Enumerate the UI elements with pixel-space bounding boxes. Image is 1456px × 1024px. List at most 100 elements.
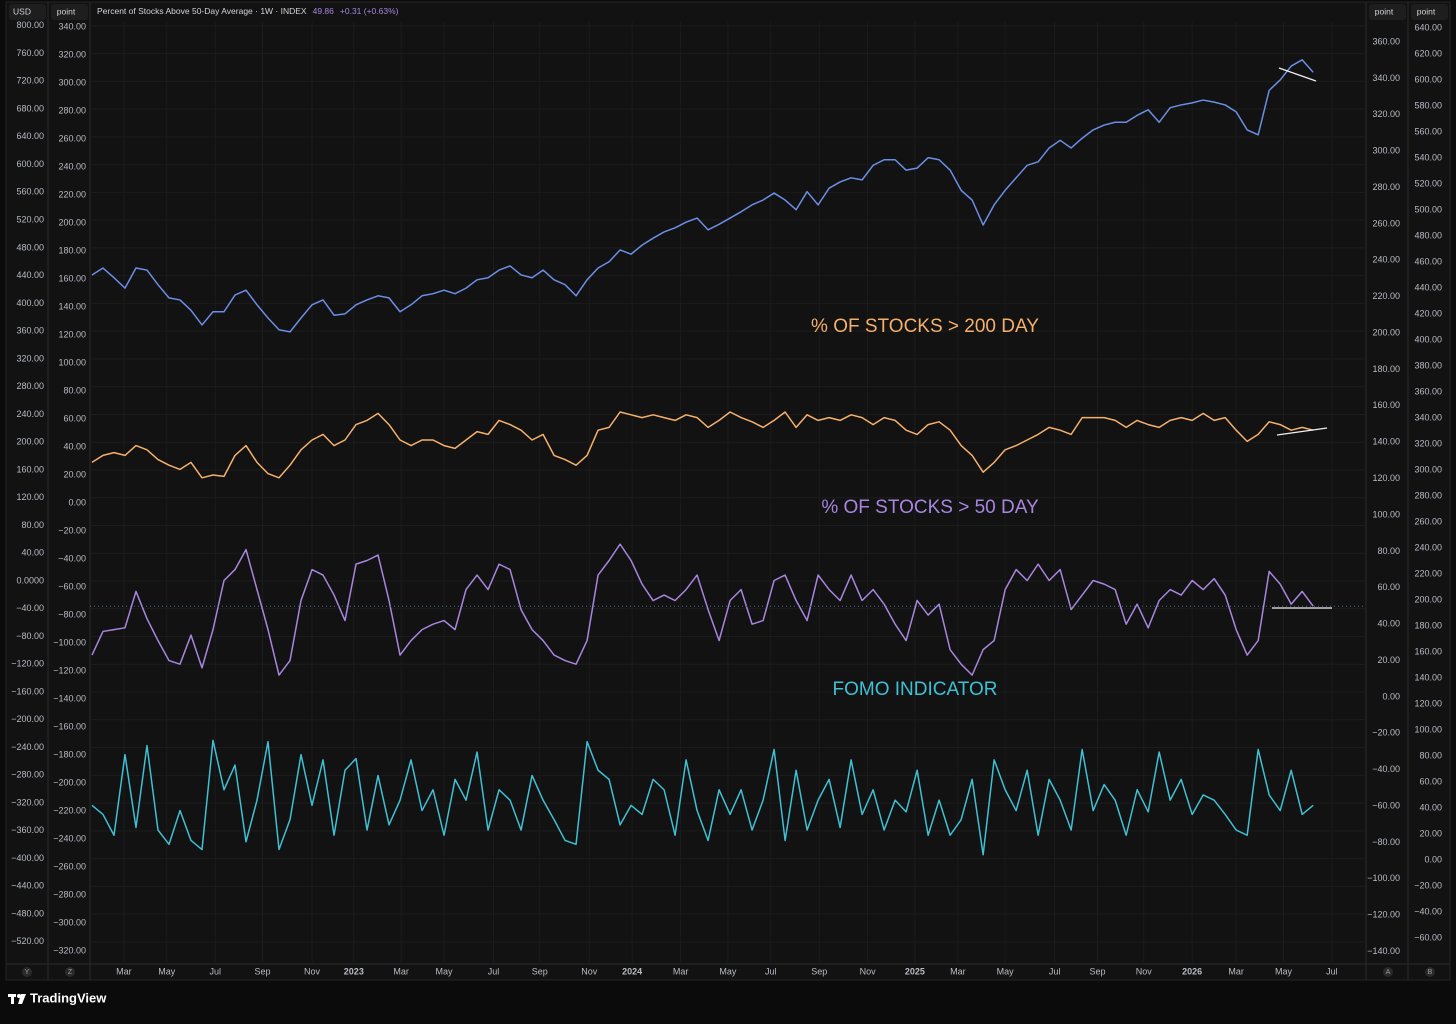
y-tick-label: −60.00 <box>1372 800 1400 810</box>
y-tick-label: −80.00 <box>58 609 86 619</box>
y-tick-label: 260.00 <box>1372 218 1400 228</box>
y-tick-label: −360.00 <box>11 825 44 835</box>
x-tick-label: Mar <box>1228 966 1244 976</box>
y-tick-label: 460.00 <box>1414 256 1442 266</box>
axis-button[interactable] <box>1369 4 1406 20</box>
y-tick-label: 480.00 <box>1414 230 1442 240</box>
x-tick-label: May <box>436 966 454 976</box>
y-tick-label: 160.00 <box>58 273 86 283</box>
y-tick-label: 140.00 <box>1372 437 1400 447</box>
y-tick-label: −100.00 <box>1367 873 1400 883</box>
y-tick-label: 100.00 <box>58 357 86 367</box>
axis-name[interactable]: point <box>57 6 76 16</box>
axis-button[interactable] <box>9 4 46 20</box>
y-tick-label: 140.00 <box>1414 672 1442 682</box>
x-tick-label: Nov <box>860 966 877 976</box>
axis-button[interactable] <box>51 4 88 20</box>
y-tick-label: −60.00 <box>58 581 86 591</box>
x-tick-label: Mar <box>393 966 409 976</box>
y-tick-label: 220.00 <box>1414 568 1442 578</box>
logo-part <box>17 994 21 998</box>
y-tick-label: 600.00 <box>1414 74 1442 84</box>
y-tick-label: −240.00 <box>11 742 44 752</box>
y-tick-label: 640.00 <box>16 131 44 141</box>
y-tick-label: 280.00 <box>1414 490 1442 500</box>
y-tick-label: 40.00 <box>1377 619 1400 629</box>
y-tick-label: 320.00 <box>58 49 86 59</box>
x-tick-label: Nov <box>581 966 598 976</box>
y-tick-label: −20.00 <box>1414 880 1442 890</box>
y-tick-label: 300.00 <box>1372 146 1400 156</box>
y-tick-label: −400.00 <box>11 853 44 863</box>
y-tick-label: −320.00 <box>11 797 44 807</box>
y-tick-label: −240.00 <box>53 833 86 843</box>
y-tick-label: 200.00 <box>58 217 86 227</box>
scale-control[interactable] <box>1383 967 1393 977</box>
y-tick-label: 200.00 <box>1372 327 1400 337</box>
x-tick-label: 2026 <box>1182 966 1202 976</box>
y-tick-label: 400.00 <box>16 298 44 308</box>
x-tick-label: Mar <box>116 966 132 976</box>
axis-name[interactable]: USD <box>13 6 31 16</box>
x-tick-label: May <box>158 966 176 976</box>
y-tick-label: 240.00 <box>1372 255 1400 265</box>
y-tick-label: 120.00 <box>16 492 44 502</box>
y-tick-label: 580.00 <box>1414 100 1442 110</box>
y-tick-label: −40.00 <box>16 603 44 613</box>
scale-control-label[interactable]: Y <box>25 969 30 976</box>
y-tick-label: 40.00 <box>21 548 44 558</box>
y-tick-label: 20.00 <box>1377 655 1400 665</box>
y-tick-label: 120.00 <box>1372 473 1400 483</box>
x-tick-label: Mar <box>673 966 689 976</box>
y-tick-label: 0.00 <box>1424 854 1442 864</box>
scale-control[interactable] <box>1425 967 1435 977</box>
y-tick-label: 340.00 <box>1372 73 1400 83</box>
y-tick-label: 680.00 <box>16 103 44 113</box>
y-tick-label: 640.00 <box>1414 22 1442 32</box>
y-tick-label: −60.00 <box>1414 932 1442 942</box>
x-tick-label: Jul <box>765 966 777 976</box>
y-tick-label: −40.00 <box>1372 764 1400 774</box>
x-tick-label: Sep <box>811 966 827 976</box>
y-tick-label: 720.00 <box>16 76 44 86</box>
y-tick-label: 60.00 <box>63 413 86 423</box>
y-tick-label: 60.00 <box>1419 776 1442 786</box>
x-tick-label: Jul <box>488 966 500 976</box>
y-tick-label: 500.00 <box>1414 204 1442 214</box>
series-line <box>91 411 1314 479</box>
axis-button[interactable] <box>1411 4 1448 20</box>
y-tick-label: 20.00 <box>1419 828 1442 838</box>
y-tick-label: 320.00 <box>1414 438 1442 448</box>
y-tick-label: 520.00 <box>1414 178 1442 188</box>
x-tick-label: 2024 <box>622 966 642 976</box>
scale-control-label[interactable]: A <box>1386 969 1391 976</box>
y-tick-label: 560.00 <box>16 187 44 197</box>
y-tick-label: 220.00 <box>58 189 86 199</box>
scale-control[interactable] <box>65 967 75 977</box>
header: Percent of Stocks Above 50-Day Average ·… <box>97 6 399 16</box>
y-tick-label: 160.00 <box>1414 646 1442 656</box>
y-tick-label: −20.00 <box>1372 728 1400 738</box>
scale-control[interactable] <box>22 967 32 977</box>
y-tick-label: −120.00 <box>53 665 86 675</box>
x-tick-label: May <box>719 966 737 976</box>
y-tick-label: 80.00 <box>1419 750 1442 760</box>
logo-part <box>11 994 14 1004</box>
y-tick-label: 620.00 <box>1414 48 1442 58</box>
axis-name[interactable]: point <box>1375 6 1394 16</box>
series-layer <box>90 59 1366 856</box>
y-tick-label: −80.00 <box>16 631 44 641</box>
series-label: % OF STOCKS > 200 DAY <box>811 316 1039 337</box>
trendline[interactable] <box>1278 67 1317 82</box>
trendline[interactable] <box>1276 427 1328 436</box>
series-label: % OF STOCKS > 50 DAY <box>821 497 1039 518</box>
y-tick-label: 80.00 <box>21 520 44 530</box>
x-tick-label: Sep <box>532 966 548 976</box>
axis-name[interactable]: point <box>1417 6 1436 16</box>
scale-control-label[interactable]: Z <box>68 969 73 976</box>
y-tick-label: 360.00 <box>1414 386 1442 396</box>
scale-control-label[interactable]: B <box>1428 969 1433 976</box>
y-tick-label: 220.00 <box>1372 291 1400 301</box>
